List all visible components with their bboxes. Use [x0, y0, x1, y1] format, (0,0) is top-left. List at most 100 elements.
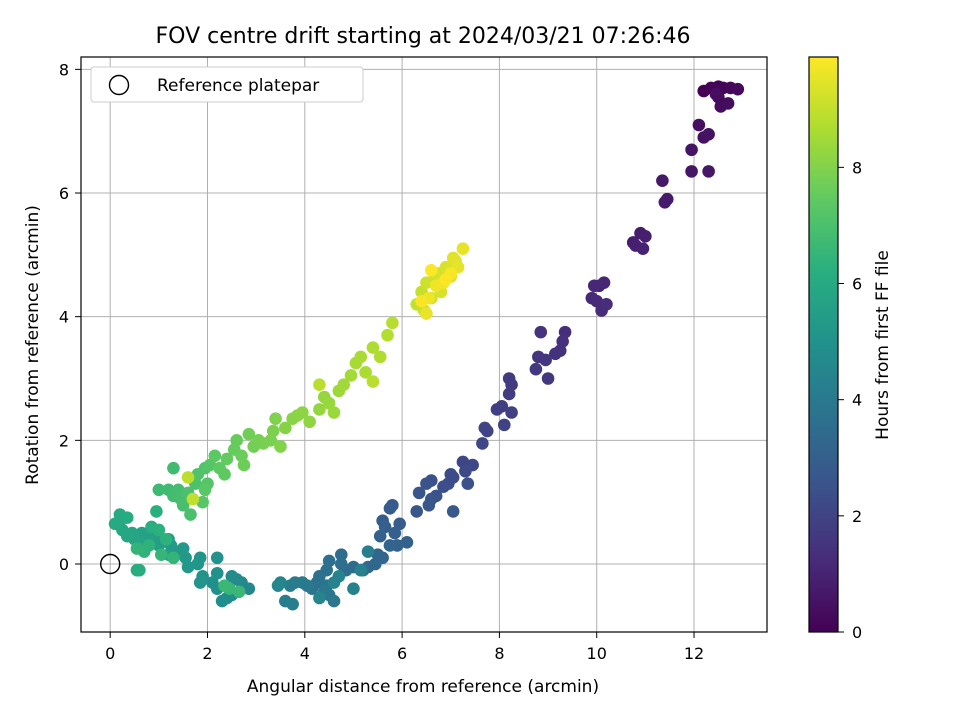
- x-tick-label: 8: [494, 644, 504, 663]
- data-point: [313, 403, 326, 416]
- data-point: [218, 468, 231, 481]
- data-point: [461, 477, 475, 490]
- y-axis-ticks: 0 2 4 6 8: [59, 60, 81, 574]
- data-point: [709, 87, 723, 101]
- data-point: [420, 477, 433, 490]
- data-point: [120, 511, 134, 524]
- data-point: [210, 551, 224, 565]
- x-axis-ticks: 0 2 4 6 8 10 12: [105, 632, 704, 663]
- data-point: [176, 498, 190, 512]
- data-point: [181, 471, 195, 484]
- data-point: [167, 551, 180, 565]
- y-tick-label: 4: [59, 308, 69, 327]
- x-tick-label: 6: [397, 644, 407, 663]
- data-point: [366, 375, 380, 388]
- data-point: [685, 165, 698, 178]
- data-point: [130, 542, 144, 555]
- data-point: [215, 594, 229, 608]
- x-tick-label: 0: [105, 644, 115, 663]
- colorbar-tick-label: 4: [852, 391, 862, 410]
- data-point: [366, 341, 380, 354]
- colorbar-tick-label: 8: [852, 158, 862, 177]
- data-point: [242, 427, 256, 441]
- data-point: [322, 396, 336, 410]
- y-axis-label: Rotation from reference (arcmin): [23, 205, 43, 485]
- data-point: [354, 563, 368, 577]
- data-point: [313, 378, 326, 391]
- data-point: [193, 576, 207, 589]
- data-point: [590, 294, 604, 308]
- data-point: [283, 579, 297, 592]
- data-point: [225, 570, 239, 583]
- data-point: [274, 440, 287, 453]
- legend-entry-reference: Reference platepar: [157, 76, 319, 96]
- data-point: [208, 449, 222, 463]
- data-point: [497, 418, 511, 432]
- data-point: [108, 517, 122, 531]
- data-point: [731, 82, 745, 96]
- data-point: [271, 579, 285, 592]
- data-point: [658, 195, 672, 209]
- legend-box: [90, 66, 364, 103]
- data-point: [702, 127, 715, 141]
- colorbar-gradient: [808, 56, 839, 633]
- data-point: [456, 242, 470, 255]
- data-point: [480, 424, 494, 438]
- data-point: [237, 458, 251, 472]
- data-point: [269, 412, 282, 425]
- data-point: [337, 378, 351, 391]
- data-point: [286, 597, 299, 611]
- data-point: [152, 523, 166, 537]
- data-point: [198, 483, 212, 497]
- data-point: [220, 452, 234, 466]
- data-point: [529, 362, 543, 376]
- x-tick-label: 2: [202, 644, 212, 663]
- data-point: [266, 424, 280, 438]
- data-point: [639, 230, 652, 243]
- x-tick-label: 10: [587, 644, 607, 663]
- data-point: [154, 548, 168, 562]
- data-point: [313, 591, 326, 605]
- colorbar-label: Hours from first FF file: [873, 250, 893, 440]
- data-point: [656, 174, 669, 187]
- data-point: [361, 545, 375, 558]
- data-point: [152, 483, 166, 497]
- data-point: [539, 353, 552, 367]
- data-point: [327, 406, 341, 419]
- data-point: [206, 576, 219, 589]
- x-axis-label: Angular distance from reference (arcmin): [247, 677, 599, 697]
- legend: Reference platepar: [90, 66, 364, 103]
- data-point: [327, 594, 341, 608]
- data-point: [476, 437, 489, 450]
- data-point: [347, 582, 360, 596]
- data-point: [184, 508, 197, 521]
- data-point: [446, 505, 460, 518]
- data-point: [490, 403, 504, 416]
- colorbar-tick-label: 6: [852, 275, 862, 294]
- data-point: [685, 143, 698, 157]
- data-point: [327, 576, 341, 589]
- data-point: [692, 118, 706, 132]
- data-point: [388, 526, 402, 540]
- data-point: [373, 529, 387, 543]
- data-point: [354, 350, 368, 364]
- data-point: [373, 350, 387, 364]
- data-point: [541, 372, 555, 385]
- data-point: [702, 165, 715, 178]
- reference-platepar-marker: [99, 553, 121, 575]
- data-point: [383, 539, 397, 552]
- data-point: [437, 480, 450, 494]
- data-point: [597, 276, 611, 289]
- data-point: [549, 347, 562, 361]
- y-tick-label: 0: [59, 555, 69, 574]
- data-point: [232, 585, 246, 599]
- data-point: [196, 495, 209, 509]
- y-tick-label: 6: [59, 184, 69, 203]
- data-point: [415, 294, 428, 308]
- data-point: [279, 421, 292, 435]
- data-point: [303, 415, 316, 429]
- data-point: [393, 517, 406, 531]
- y-tick-label: 2: [59, 431, 69, 450]
- plot-frame: [80, 56, 768, 633]
